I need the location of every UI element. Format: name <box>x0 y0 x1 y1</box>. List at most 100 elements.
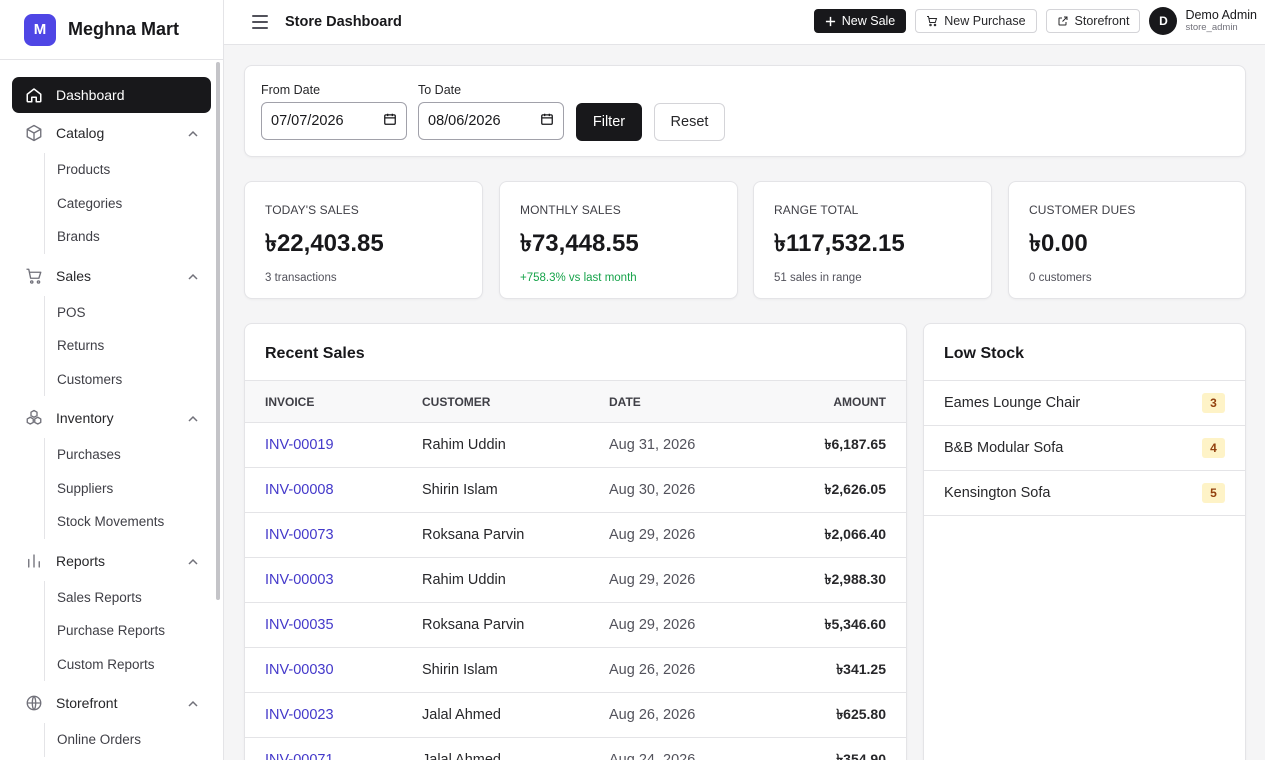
user-info: Demo Admin store_admin <box>1185 9 1257 32</box>
date-cell: Aug 31, 2026 <box>609 437 696 453</box>
sidebar-item-storefront[interactable]: Storefront <box>12 685 211 721</box>
sidebar-item-purchase-reports[interactable]: Purchase Reports <box>44 614 211 648</box>
date-cell: Aug 24, 2026 <box>609 752 696 760</box>
stat-value: ৳117,532.15 <box>774 230 905 257</box>
invoice-link[interactable]: INV-00023 <box>265 707 334 723</box>
sidebar-item-sales[interactable]: Sales <box>12 258 211 294</box>
customer-cell: Shirin Islam <box>422 662 498 678</box>
storefront-button[interactable]: Storefront <box>1045 9 1141 33</box>
sidebar-item-label: Sales <box>56 267 92 284</box>
table-row: INV-00073 Roksana Parvin Aug 29, 2026 ৳2… <box>245 513 906 558</box>
date-cell: Aug 26, 2026 <box>609 707 696 723</box>
sidebar-item-categories[interactable]: Categories <box>44 186 211 220</box>
inventory-submenu: Purchases Suppliers Stock Movements <box>12 438 211 539</box>
user-role: store_admin <box>1185 21 1238 33</box>
amount-cell: ৳2,988.30 <box>824 571 886 587</box>
user-menu[interactable]: D Demo Admin store_admin <box>1149 7 1257 35</box>
reset-button[interactable]: Reset <box>654 103 725 141</box>
recent-sales-card: Recent Sales INVOICE CUSTOMER DATE AMOUN… <box>244 323 907 760</box>
column-header-invoice: INVOICE <box>265 394 315 409</box>
new-purchase-button[interactable]: New Purchase <box>915 9 1037 33</box>
invoice-link[interactable]: INV-00019 <box>265 437 334 453</box>
low-stock-card: Low Stock Eames Lounge Chair 3 B&B Modul… <box>923 323 1246 760</box>
date-cell: Aug 29, 2026 <box>609 617 696 633</box>
stat-value: ৳73,448.55 <box>520 230 639 257</box>
product-name: Eames Lounge Chair <box>944 395 1081 411</box>
calendar-icon[interactable] <box>383 112 397 130</box>
table-row: INV-00035 Roksana Parvin Aug 29, 2026 ৳5… <box>245 603 906 648</box>
amount-cell: ৳6,187.65 <box>824 436 886 452</box>
sidebar-item-inventory[interactable]: Inventory <box>12 400 211 436</box>
stat-label: RANGE TOTAL <box>774 203 859 217</box>
storefront-submenu: Online Orders <box>12 723 211 757</box>
invoice-link[interactable]: INV-00073 <box>265 527 334 543</box>
sidebar-item-dashboard[interactable]: Dashboard <box>12 77 211 113</box>
list-item[interactable]: Eames Lounge Chair 3 <box>924 381 1245 426</box>
invoice-link[interactable]: INV-00003 <box>265 572 334 588</box>
sidebar-item-reports[interactable]: Reports <box>12 543 211 579</box>
date-cell: Aug 29, 2026 <box>609 572 696 588</box>
invoice-link[interactable]: INV-00035 <box>265 617 334 633</box>
stat-subtext: 51 sales in range <box>774 272 862 284</box>
stock-badge: 3 <box>1202 393 1225 413</box>
box-icon <box>24 123 44 143</box>
stat-label: TODAY'S SALES <box>265 203 359 217</box>
from-date-input[interactable]: 07/07/2026 <box>261 102 407 140</box>
sidebar-item-pos[interactable]: POS <box>44 295 211 329</box>
column-header-date: DATE <box>609 394 641 409</box>
bar-chart-icon <box>24 551 44 571</box>
calendar-icon[interactable] <box>540 112 554 130</box>
customer-cell: Shirin Islam <box>422 482 498 498</box>
sidebar-item-catalog[interactable]: Catalog <box>12 115 211 151</box>
low-stock-title: Low Stock <box>924 324 1245 381</box>
sidebar-item-products[interactable]: Products <box>44 153 211 187</box>
stat-card-customer-dues: CUSTOMER DUES ৳0.00 0 customers <box>1008 181 1246 299</box>
table-row: INV-00008 Shirin Islam Aug 30, 2026 ৳2,6… <box>245 468 906 513</box>
customer-cell: Rahim Uddin <box>422 437 506 453</box>
customer-cell: Roksana Parvin <box>422 527 525 543</box>
invoice-link[interactable]: INV-00071 <box>265 752 334 760</box>
brand[interactable]: M Meghna Mart <box>0 0 223 60</box>
sidebar-item-returns[interactable]: Returns <box>44 329 211 363</box>
plus-icon <box>825 16 836 27</box>
sidebar-item-brands[interactable]: Brands <box>44 220 211 254</box>
list-item[interactable]: B&B Modular Sofa 4 <box>924 426 1245 471</box>
sidebar-item-suppliers[interactable]: Suppliers <box>44 471 211 505</box>
sidebar-item-sales-reports[interactable]: Sales Reports <box>44 580 211 614</box>
reports-submenu: Sales Reports Purchase Reports Custom Re… <box>12 580 211 681</box>
list-item[interactable]: Kensington Sofa 5 <box>924 471 1245 516</box>
from-date-field: From Date 07/07/2026 <box>261 83 407 140</box>
new-sale-button[interactable]: New Sale <box>813 9 907 33</box>
filter-button[interactable]: Filter <box>576 103 642 141</box>
to-date-value: 08/06/2026 <box>428 113 501 129</box>
amount-cell: ৳2,066.40 <box>824 526 886 542</box>
sidebar-item-stock-movements[interactable]: Stock Movements <box>44 505 211 539</box>
topbar: Store Dashboard New Sale New Purchase St… <box>224 0 1265 45</box>
to-date-input[interactable]: 08/06/2026 <box>418 102 564 140</box>
amount-cell: ৳625.80 <box>836 706 886 722</box>
stat-value: ৳22,403.85 <box>265 230 384 257</box>
sidebar-item-purchases[interactable]: Purchases <box>44 438 211 472</box>
sales-submenu: POS Returns Customers <box>12 295 211 396</box>
sidebar-scrollbar[interactable] <box>216 62 220 600</box>
external-link-icon <box>1057 15 1069 27</box>
menu-icon[interactable] <box>252 15 268 29</box>
table-row: INV-00071 Jalal Ahmed Aug 24, 2026 ৳354.… <box>245 738 906 760</box>
sidebar-item-custom-reports[interactable]: Custom Reports <box>44 647 211 681</box>
stock-badge: 4 <box>1202 438 1225 458</box>
sidebar-item-label: Reports <box>56 552 106 569</box>
stat-card-monthly-sales: MONTHLY SALES ৳73,448.55 +758.3% vs last… <box>499 181 738 299</box>
sidebar-item-label: Dashboard <box>56 87 125 103</box>
sidebar-item-online-orders[interactable]: Online Orders <box>44 723 211 757</box>
page-title: Store Dashboard <box>285 14 402 30</box>
invoice-link[interactable]: INV-00008 <box>265 482 334 498</box>
chevron-up-icon <box>187 270 199 286</box>
chevron-up-icon <box>187 697 199 713</box>
sidebar-item-label: Inventory <box>56 410 114 426</box>
to-date-field: To Date 08/06/2026 <box>418 83 564 140</box>
home-icon <box>24 85 44 105</box>
invoice-link[interactable]: INV-00030 <box>265 662 334 678</box>
sidebar-item-customers[interactable]: Customers <box>44 362 211 396</box>
amount-cell: ৳341.25 <box>836 661 886 677</box>
date-cell: Aug 26, 2026 <box>609 662 696 678</box>
